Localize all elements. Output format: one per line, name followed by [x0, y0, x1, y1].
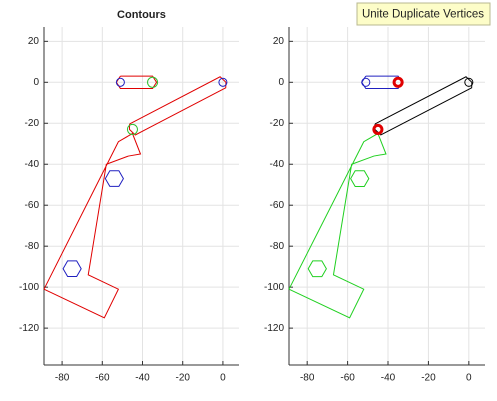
y-tick-label: -120	[264, 323, 284, 334]
x-tick-label: -40	[381, 373, 396, 384]
tooltip-text: Unite Duplicate Vertices	[362, 9, 484, 21]
plot-area	[44, 27, 239, 365]
vertex-circle	[218, 77, 228, 87]
y-tick-label: -20	[25, 118, 40, 129]
vertex-circle	[115, 77, 125, 87]
x-tick-label: -60	[340, 373, 355, 384]
y-tick-label: 0	[278, 77, 284, 88]
tooltip-box	[356, 2, 491, 26]
contour	[288, 132, 387, 319]
duplicate-vertex	[372, 123, 384, 135]
y-tick-label: -100	[19, 282, 39, 293]
vertex-circle	[464, 77, 474, 87]
y-tick-label: 20	[273, 36, 285, 47]
y-tick-label: -60	[25, 200, 40, 211]
vertex-circle	[361, 77, 371, 87]
x-tick-label: -80	[55, 373, 70, 384]
contour	[128, 76, 227, 136]
x-tick-label: 0	[466, 373, 472, 384]
contour	[43, 132, 142, 319]
vertex-circle	[147, 76, 159, 88]
y-tick-label: -60	[270, 200, 285, 211]
x-tick-label: -20	[175, 373, 190, 384]
hole	[350, 170, 370, 187]
hole	[62, 260, 82, 278]
y-tick-label: -20	[270, 118, 285, 129]
y-tick-label: -40	[270, 159, 285, 170]
y-tick-label: -100	[264, 282, 284, 293]
x-tick-label: -80	[300, 373, 315, 384]
x-tick-label: -20	[421, 373, 436, 384]
y-tick-label: 0	[33, 77, 39, 88]
vertex-circle	[126, 123, 138, 135]
chart-title: Contours	[117, 9, 166, 21]
x-tick-label: -60	[95, 373, 110, 384]
y-tick-label: -80	[270, 241, 285, 252]
x-tick-label: 0	[220, 373, 226, 384]
y-tick-label: -40	[25, 159, 40, 170]
x-tick-label: -40	[135, 373, 150, 384]
duplicate-vertex	[392, 76, 404, 88]
y-tick-label: 20	[28, 36, 40, 47]
hole	[104, 170, 124, 187]
hole	[307, 260, 327, 278]
tooltip: Unite Duplicate Vertices	[356, 2, 491, 26]
y-tick-label: -120	[19, 323, 39, 334]
y-tick-label: -80	[25, 241, 40, 252]
plot-area	[289, 27, 485, 365]
